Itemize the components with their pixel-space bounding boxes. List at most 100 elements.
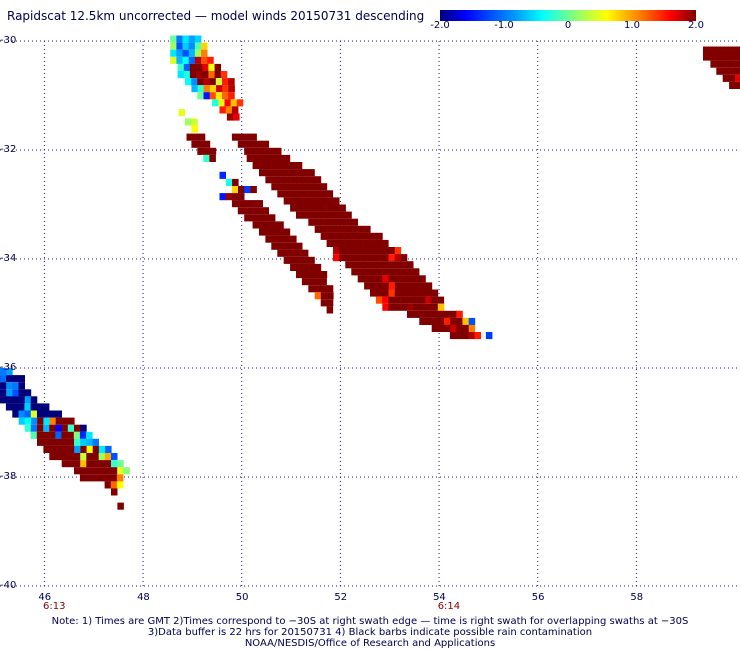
wind-diff-cell bbox=[117, 502, 124, 510]
wind-diff-cell bbox=[728, 67, 736, 75]
wind-diff-cell bbox=[709, 46, 716, 54]
wind-diff-cell bbox=[191, 85, 198, 93]
wind-diff-cell bbox=[296, 242, 303, 250]
wind-diff-cell bbox=[228, 85, 235, 93]
wind-diff-cell bbox=[722, 67, 729, 75]
wind-diff-cell bbox=[320, 232, 328, 240]
wind-diff-cell bbox=[250, 133, 257, 141]
wind-diff-cell bbox=[258, 162, 266, 170]
wind-diff-cell bbox=[6, 389, 13, 397]
wind-diff-cell bbox=[431, 296, 438, 304]
wind-diff-cell bbox=[425, 303, 432, 311]
wind-diff-cell bbox=[80, 453, 87, 461]
wind-diff-cell bbox=[208, 71, 215, 79]
wind-diff-cell bbox=[188, 42, 196, 50]
wind-diff-cell bbox=[468, 332, 475, 340]
wind-diff-cell bbox=[0, 368, 7, 376]
wind-diff-cell bbox=[194, 49, 202, 57]
wind-diff-cell bbox=[308, 218, 315, 226]
wind-diff-cell bbox=[104, 460, 112, 468]
wind-diff-cell bbox=[61, 424, 69, 432]
wind-diff-cell bbox=[394, 247, 402, 255]
wind-diff-cell bbox=[98, 460, 106, 468]
wind-diff-cell bbox=[456, 332, 463, 340]
wind-diff-cell bbox=[61, 445, 69, 453]
wind-diff-cell bbox=[256, 147, 263, 155]
wind-diff-cell bbox=[208, 63, 215, 71]
wind-diff-cell bbox=[326, 239, 334, 247]
colorbar-gradient bbox=[440, 10, 696, 21]
wind-diff-cell bbox=[382, 254, 389, 262]
wind-diff-cell bbox=[382, 268, 389, 276]
wind-diff-cell bbox=[30, 403, 38, 411]
wind-diff-cell bbox=[425, 310, 432, 318]
wind-diff-cell bbox=[37, 438, 44, 446]
wind-diff-cell bbox=[308, 256, 315, 264]
wind-diff-cell bbox=[314, 176, 322, 184]
wind-diff-cell bbox=[250, 207, 257, 215]
wind-diff-cell bbox=[709, 53, 716, 61]
wind-diff-cell bbox=[74, 453, 81, 461]
wind-diff-cell bbox=[715, 46, 722, 54]
wind-diff-cell bbox=[271, 154, 278, 162]
wind-diff-cell bbox=[351, 239, 358, 247]
wind-diff-cell bbox=[232, 178, 239, 186]
swath-cells bbox=[0, 35, 740, 510]
wind-diff-cell bbox=[24, 417, 32, 425]
wind-diff-cell bbox=[92, 474, 99, 482]
wind-diff-cell bbox=[283, 183, 291, 191]
wind-diff-cell bbox=[283, 242, 291, 250]
wind-diff-cell bbox=[259, 154, 266, 162]
wind-diff-cell bbox=[6, 368, 13, 376]
wind-diff-cell bbox=[224, 99, 231, 107]
wind-diff-cell bbox=[0, 389, 7, 397]
wind-diff-cell bbox=[326, 306, 334, 314]
wind-diff-cell bbox=[225, 178, 233, 186]
wind-diff-cell bbox=[296, 271, 303, 279]
wind-diff-cell bbox=[283, 256, 291, 264]
wind-diff-cell bbox=[201, 49, 208, 57]
wind-diff-cell bbox=[24, 396, 32, 404]
wind-diff-cell bbox=[49, 424, 56, 432]
wind-diff-cell bbox=[271, 228, 278, 236]
wind-diff-cell bbox=[302, 204, 309, 212]
footnote-line-1: Note: 1) Times are GMT 2)Times correspon… bbox=[51, 616, 689, 627]
wind-diff-cell bbox=[231, 193, 239, 201]
wind-diff-cell bbox=[98, 445, 106, 453]
wind-diff-cell bbox=[18, 375, 25, 383]
wind-diff-cell bbox=[382, 303, 389, 311]
wind-diff-cell bbox=[407, 289, 414, 297]
wind-diff-cell bbox=[333, 254, 340, 262]
wind-diff-cell bbox=[252, 162, 260, 170]
wind-diff-cell bbox=[419, 296, 426, 304]
wind-diff-cell bbox=[170, 56, 177, 64]
wind-diff-cell bbox=[314, 225, 322, 233]
wind-diff-cell bbox=[231, 200, 239, 208]
wind-diff-cell bbox=[36, 403, 44, 411]
wind-diff-cell bbox=[265, 154, 272, 162]
graticule bbox=[0, 40, 740, 587]
wind-diff-cell bbox=[382, 247, 389, 255]
wind-diff-cell bbox=[264, 162, 272, 170]
wind-diff-cell bbox=[250, 214, 257, 222]
wind-diff-cell bbox=[375, 268, 383, 276]
wind-diff-cell bbox=[327, 292, 334, 300]
wind-diff-cell bbox=[308, 211, 315, 219]
wind-diff-cell bbox=[320, 211, 328, 219]
wind-diff-cell bbox=[728, 60, 736, 68]
wind-diff-cell bbox=[61, 438, 69, 446]
wind-diff-cell bbox=[74, 424, 81, 432]
wind-diff-cell bbox=[111, 453, 118, 461]
wind-diff-cell bbox=[364, 225, 371, 233]
latitude-label: -36 bbox=[0, 362, 17, 373]
wind-diff-cell bbox=[345, 218, 352, 226]
wind-diff-cell bbox=[400, 261, 408, 269]
wind-diff-cell bbox=[183, 71, 191, 79]
wind-diff-cell bbox=[345, 247, 352, 255]
wind-diff-cell bbox=[123, 467, 130, 475]
wind-diff-cell bbox=[345, 225, 353, 233]
wind-diff-cell bbox=[80, 467, 87, 475]
wind-diff-cell bbox=[716, 67, 723, 75]
wind-diff-cell bbox=[710, 60, 717, 68]
wind-diff-cell bbox=[18, 389, 25, 397]
